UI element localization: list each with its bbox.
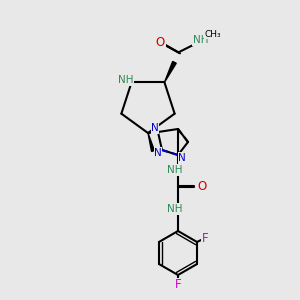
Text: F: F bbox=[175, 278, 181, 292]
Text: NH: NH bbox=[167, 204, 183, 214]
Text: NH: NH bbox=[118, 75, 133, 85]
Text: N: N bbox=[154, 148, 162, 158]
Text: F: F bbox=[202, 232, 208, 244]
Text: CH₃: CH₃ bbox=[204, 30, 221, 39]
Polygon shape bbox=[164, 61, 176, 82]
Text: N: N bbox=[151, 123, 159, 133]
Polygon shape bbox=[148, 133, 154, 152]
Text: N: N bbox=[178, 153, 186, 163]
Text: NH: NH bbox=[193, 35, 208, 45]
Text: NH: NH bbox=[167, 165, 183, 175]
Text: O: O bbox=[156, 36, 165, 49]
Text: O: O bbox=[197, 181, 207, 194]
